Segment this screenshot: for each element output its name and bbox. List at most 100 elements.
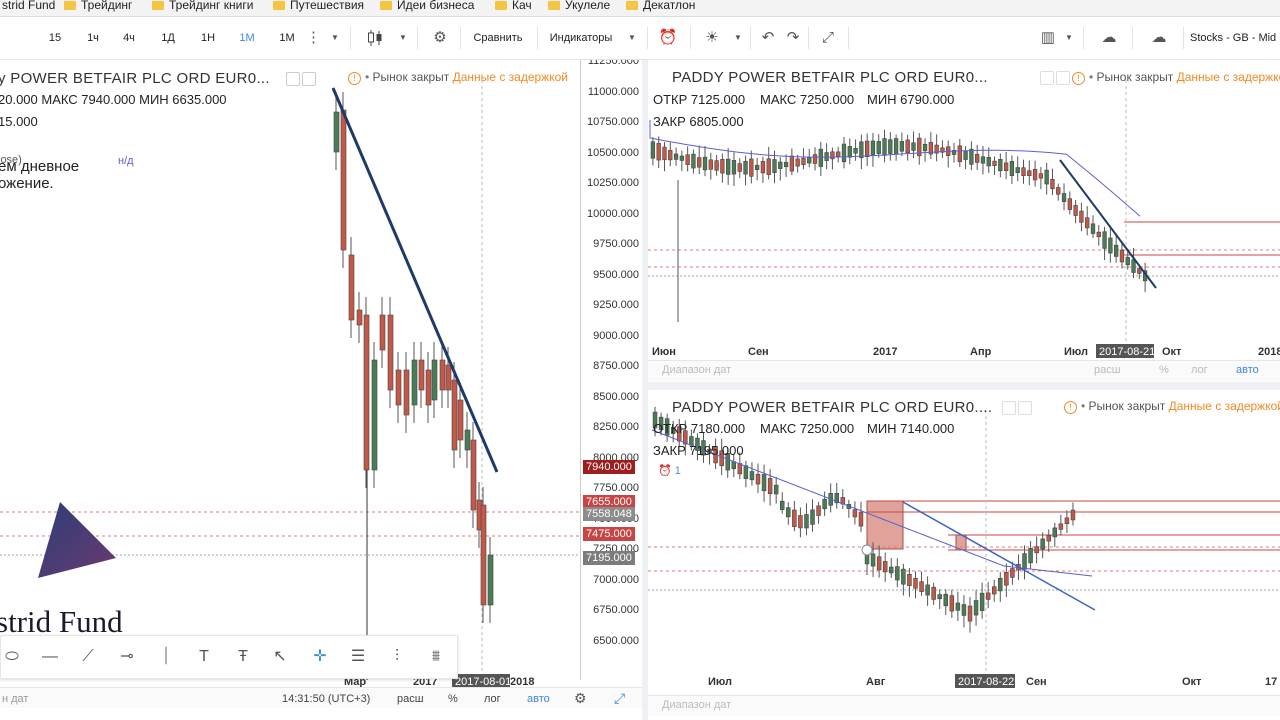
alert-add-icon[interactable]: ⏰ — [658, 29, 678, 46]
fullscreen-icon[interactable]: ⤢ — [821, 29, 834, 46]
line-tool-icon[interactable]: — — [42, 648, 58, 665]
settings-icon[interactable] — [1002, 401, 1016, 415]
vertical-line-tool-icon[interactable]: ⏐ — [161, 648, 171, 665]
bookmark-item[interactable]: Декатлон — [626, 0, 695, 16]
bookmark-item[interactable]: Идеи бизнеса — [380, 0, 474, 16]
candles-icon[interactable] — [364, 27, 386, 49]
text-tool-alt-icon[interactable]: Ŧ — [238, 648, 248, 665]
cloud-upload-icon[interactable]: ☁ — [1151, 29, 1167, 46]
bookmark-item[interactable]: Трейдинг — [64, 0, 132, 16]
price-tick-label: 6750.000 — [593, 604, 639, 616]
interval-15[interactable]: 15 — [48, 32, 62, 44]
folder-icon — [380, 1, 392, 10]
channel-tool-icon[interactable]: ⫶ — [394, 648, 399, 665]
more-intervals-icon[interactable]: ⋮ — [306, 29, 321, 46]
percent-button[interactable]: % — [1159, 364, 1169, 376]
delayed-data-label: Данные с задержкой — [1168, 399, 1280, 413]
gear-icon[interactable]: ⚙ — [433, 29, 447, 46]
candle — [371, 359, 378, 471]
close-icon[interactable] — [1056, 71, 1070, 85]
layout-name[interactable]: Stocks - GB - Mid — [1190, 32, 1277, 44]
candle — [973, 600, 979, 616]
candle — [1073, 205, 1078, 216]
candle — [841, 143, 847, 163]
date-range-button[interactable]: н дат — [2, 693, 29, 705]
date-range-button[interactable]: Диапазон дат — [662, 364, 732, 376]
horizontal-lines-icon[interactable]: ☰ — [350, 648, 366, 665]
percent-button[interactable]: % — [448, 693, 458, 705]
date-range-button[interactable]: Диапазон дат — [662, 699, 732, 711]
candle — [1131, 259, 1136, 273]
chevron-down-icon[interactable]: ▼ — [399, 33, 407, 42]
alert-counter[interactable]: ⏰ 1 — [658, 465, 681, 477]
chevron-down-icon[interactable]: ▼ — [331, 33, 339, 42]
settings-icon[interactable] — [1040, 71, 1054, 85]
bookmark-item[interactable]: Укулеле — [548, 0, 610, 16]
trendline — [331, 87, 499, 473]
panel-splitter[interactable] — [648, 382, 1280, 390]
symbol-title: y POWER BETFAIR PLC ORD EUR0... — [0, 70, 270, 87]
time-tick-label: 17 — [1265, 676, 1277, 688]
trendline-tool-icon[interactable]: ⟋ — [82, 648, 94, 665]
time-tick-label: Авг — [866, 676, 886, 688]
bookmark-item[interactable]: Кач — [495, 0, 532, 16]
crosshair-date-label: 2017-08-22 — [958, 676, 1014, 688]
panel-splitter[interactable] — [642, 60, 648, 720]
candle — [673, 153, 679, 160]
candle — [779, 500, 785, 510]
candle — [1137, 268, 1142, 274]
bookmark-item[interactable]: Путешествия — [273, 0, 364, 16]
candle — [772, 159, 777, 173]
chevron-down-icon[interactable]: ▼ — [1065, 33, 1073, 42]
settings-icon[interactable] — [286, 72, 300, 86]
chart-footer — [0, 687, 642, 708]
scale-button[interactable]: расш — [397, 693, 424, 705]
interval-1w[interactable]: 1Н — [200, 32, 216, 44]
auto-button[interactable]: авто — [1236, 364, 1259, 376]
high-value: МАКС 7250.000 — [760, 421, 855, 436]
candle — [1028, 547, 1033, 564]
redo-icon[interactable]: ↷ — [786, 29, 800, 46]
right-bottom-chart-canvas[interactable]: Июл Авг Сен Окт 17 2017-08-22 — [648, 390, 1280, 720]
layout-icon[interactable]: ▥ — [1040, 29, 1056, 46]
price-tick-label: 10750.000 — [587, 116, 639, 128]
candle — [888, 139, 893, 154]
undo-icon[interactable]: ↶ — [761, 29, 775, 46]
fullscreen-icon[interactable]: ⤢ — [614, 690, 626, 706]
interval-4h[interactable]: 4ч — [123, 32, 135, 44]
auto-button[interactable]: авто — [527, 693, 550, 705]
scale-button[interactable]: расш — [1094, 364, 1121, 376]
close-icon[interactable] — [1018, 401, 1032, 415]
right-top-chart-canvas[interactable]: Июн Сен 2017 Апр Июл Окт 2018 2017-08-21 — [648, 60, 1280, 382]
bookmark-item[interactable]: strid Fund — [2, 0, 55, 16]
price-axis[interactable]: 11250.000 11000.000 10750.000 10500.000 1025… — [580, 60, 642, 680]
cloud-download-icon[interactable]: ☁ — [1101, 29, 1117, 46]
fibonacci-tool-icon[interactable]: ⩩ — [431, 648, 441, 665]
gear-icon[interactable]: ⚙ — [574, 690, 587, 706]
compare-button[interactable]: Сравнить — [473, 32, 523, 44]
text-tool-icon[interactable]: T — [199, 648, 209, 665]
ellipse-tool-icon[interactable]: ⬭ — [5, 648, 19, 665]
ray-tool-icon[interactable]: ⊸ — [120, 648, 134, 665]
market-closed-label: Рынок закрыт — [372, 70, 450, 84]
candle — [731, 461, 737, 470]
chevron-down-icon[interactable]: ▼ — [734, 33, 742, 42]
sun-icon[interactable]: ☀ — [705, 29, 719, 46]
interval-1d[interactable]: 1Д — [161, 32, 175, 44]
interval-1month[interactable]: 1М — [239, 32, 255, 44]
close-icon[interactable] — [302, 72, 316, 86]
bookmark-item[interactable]: Трейдинг книги — [152, 0, 253, 16]
bookmark-label: Укулеле — [565, 0, 611, 12]
cursor-icon[interactable]: ↖ — [273, 648, 287, 665]
candle — [701, 440, 706, 456]
chevron-down-icon[interactable]: ▼ — [628, 33, 636, 42]
crosshair-icon[interactable]: ✛ — [313, 648, 327, 665]
log-button[interactable]: лог — [1191, 364, 1208, 376]
interval-1m[interactable]: 1M — [279, 32, 295, 44]
candle — [1102, 231, 1107, 249]
interval-1h[interactable]: 1ч — [87, 32, 99, 44]
indicators-button[interactable]: Индикаторы — [549, 32, 613, 44]
candle — [754, 164, 760, 171]
log-button[interactable]: лог — [484, 693, 501, 705]
